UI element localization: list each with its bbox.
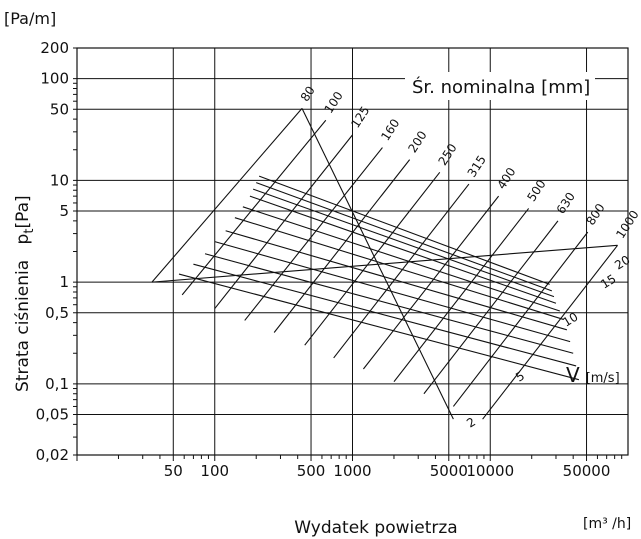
x-tick-label: 1000 [333,462,371,480]
velocity-label: 10 [560,310,580,330]
diameter-label: 200 [405,128,429,155]
velocity-line [214,241,571,343]
x-tick-label: 10000 [466,462,514,480]
diameter-label: 315 [465,153,489,180]
diameter-label: 400 [494,165,518,192]
velocity-label: 5 [513,369,527,385]
diameter-title-box [405,72,595,100]
velocity-line [256,182,553,292]
y-tick-label: 0,05 [36,406,69,424]
velocity-line [234,217,564,320]
y-tick-label: 5 [59,202,69,220]
y-axis-title: Strata ciśnienia pt[Pa] [13,195,37,392]
y-axis-unit: [Pa] [13,195,33,228]
x-tick-label: 5000 [430,462,468,480]
diameter-label: 125 [348,104,372,131]
diameter-line [393,208,530,383]
velocity-line [204,253,574,354]
x-tick-label: 50 [164,462,183,480]
y-tick-label: 10 [50,171,69,189]
velocity-unit: [m/s] [586,371,620,386]
y-tick-label: 200 [40,39,69,57]
diameter-label: 160 [378,116,402,143]
diameter-line [244,147,383,321]
svg-text:Strata ciśnienia pt[Pa]: Strata ciśnienia pt[Pa] [13,195,37,392]
x-unit-label: [m³ /h] [583,516,631,532]
y-tick-label: 50 [50,100,69,118]
velocity-label: 15 [598,272,618,292]
diameter-label: 1000 [613,208,641,241]
diameter-line [304,171,441,346]
y-tick-label: 0,5 [45,304,69,322]
diameter-label: 80 [298,84,318,104]
velocity-line [193,263,577,367]
x-tick-label: 100 [200,462,229,480]
diameter-label: 630 [554,190,578,217]
y-axis-subscript: t [22,229,37,234]
diameter-line [362,195,500,370]
velocity-line [258,175,550,285]
velocity-line [242,206,561,312]
y-tick-label: 0,1 [45,375,69,393]
y-axis-text: Strata ciśnienia [13,260,33,392]
velocity-line [178,273,580,381]
y-unit-label: [Pa/m] [4,9,56,28]
axis-ticks [73,47,623,461]
grid [77,47,628,455]
velocity-line [225,230,568,331]
diameter-label: 100 [322,89,346,116]
velocity-label: 2 [464,415,478,431]
velocity-title: V [m/s] [566,363,620,387]
y-tick-label: 100 [40,70,69,88]
diameter-label: 500 [524,177,548,204]
y-tick-label: 1 [59,273,69,291]
x-tick-label: 50000 [563,462,611,480]
velocity-line [252,188,555,298]
x-axis-title: Wydatek powietrza [294,518,457,538]
diameter-title: Śr. nominalna [mm] [412,76,590,98]
y-tick-label: 0,02 [36,446,69,464]
diameter-label: 800 [583,201,607,228]
diameter-line [452,231,589,407]
nomogram-lines [151,108,619,420]
diameter-line [333,183,470,359]
diameter-label: 250 [436,141,460,168]
plot-frame [76,47,629,456]
y-axis-symbol: p [13,234,33,245]
velocity-label: 20 [612,253,632,273]
diameter-line [151,108,303,283]
diameter-line [482,244,619,420]
velocity-line [151,244,618,283]
diameter-line [181,119,327,296]
x-tick-label: 500 [297,462,326,480]
diameter-line [273,159,411,333]
velocity-line [249,195,557,304]
